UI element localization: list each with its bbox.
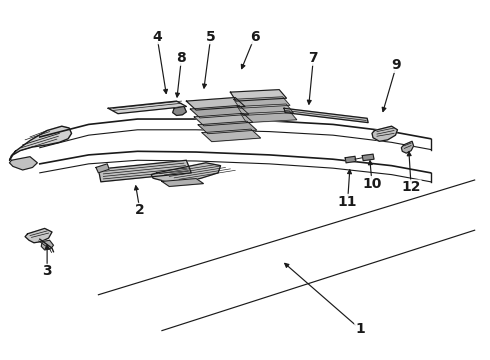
Polygon shape xyxy=(241,111,297,123)
Text: 3: 3 xyxy=(42,265,52,278)
Polygon shape xyxy=(25,228,52,243)
Polygon shape xyxy=(108,101,186,114)
Polygon shape xyxy=(230,90,287,101)
Polygon shape xyxy=(237,104,294,116)
Text: 9: 9 xyxy=(392,58,401,72)
Polygon shape xyxy=(9,157,37,170)
Polygon shape xyxy=(151,163,220,182)
Polygon shape xyxy=(41,240,53,250)
Polygon shape xyxy=(194,113,253,126)
Text: 11: 11 xyxy=(338,194,357,208)
Text: 1: 1 xyxy=(355,322,365,336)
Polygon shape xyxy=(372,126,397,141)
Polygon shape xyxy=(9,126,72,160)
Polygon shape xyxy=(202,129,261,141)
Text: 8: 8 xyxy=(176,51,186,65)
Text: 6: 6 xyxy=(250,30,260,44)
Polygon shape xyxy=(284,108,368,123)
Text: 5: 5 xyxy=(206,30,216,44)
Polygon shape xyxy=(96,164,109,173)
Text: 7: 7 xyxy=(309,51,318,65)
Polygon shape xyxy=(162,179,203,186)
Polygon shape xyxy=(345,156,356,163)
Polygon shape xyxy=(186,98,245,110)
Polygon shape xyxy=(362,154,374,161)
Polygon shape xyxy=(190,105,249,118)
Polygon shape xyxy=(198,121,257,134)
Text: 12: 12 xyxy=(401,180,421,194)
Polygon shape xyxy=(98,160,191,182)
Polygon shape xyxy=(172,107,186,116)
Polygon shape xyxy=(401,141,414,153)
Polygon shape xyxy=(234,97,290,108)
Text: 2: 2 xyxy=(135,203,145,217)
Text: 10: 10 xyxy=(362,177,382,190)
Text: 4: 4 xyxy=(152,30,162,44)
